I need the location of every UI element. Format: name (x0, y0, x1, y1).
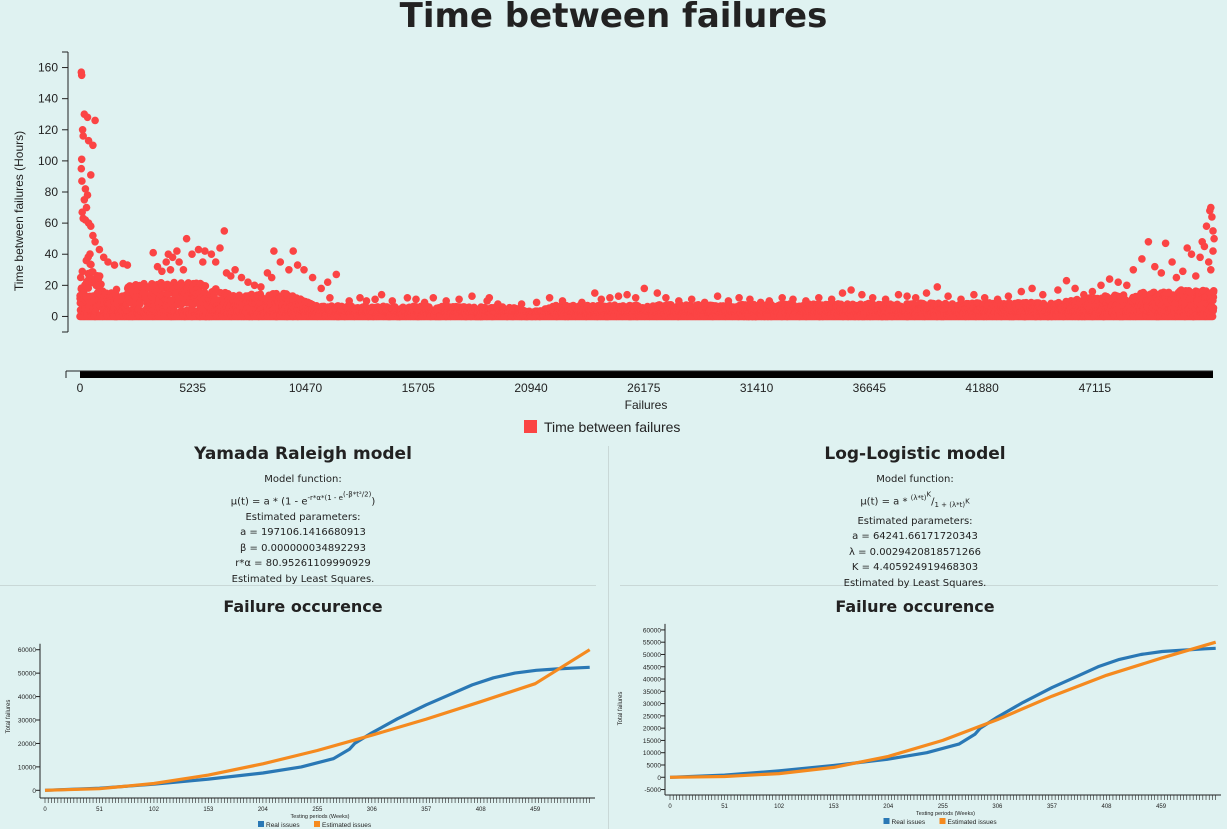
y-tick-label: 20 (45, 278, 59, 292)
scatter-points (76, 68, 1218, 321)
y-tick-label: 80 (45, 185, 59, 199)
y-tick-label: 120 (38, 123, 58, 137)
data-point (78, 267, 87, 276)
y-tick-label: 0 (51, 309, 58, 323)
y-tick-label: 60 (45, 216, 59, 230)
y-tick-label: 100 (38, 154, 58, 168)
data-point (76, 273, 85, 282)
y-tick-label: 140 (38, 92, 58, 106)
data-point (97, 280, 105, 289)
time-between-failures-chart: 0 20 40 60 80 100 120 140 160 Time between failur… (12, 51, 1218, 435)
y-tick-label: 40 (45, 247, 59, 261)
data-point (86, 250, 94, 258)
data-point (84, 284, 93, 292)
data-point (87, 260, 95, 269)
data-point (112, 285, 121, 294)
y-tick-label: 160 (38, 61, 58, 75)
main-chart-title: Time between failures (399, 0, 828, 36)
y-axis-label: Time between failures (Hours) (12, 131, 26, 291)
data-point (95, 272, 104, 280)
y-axis: 0 20 40 60 80 100 120 140 160 (38, 51, 69, 333)
data-point (201, 282, 210, 290)
